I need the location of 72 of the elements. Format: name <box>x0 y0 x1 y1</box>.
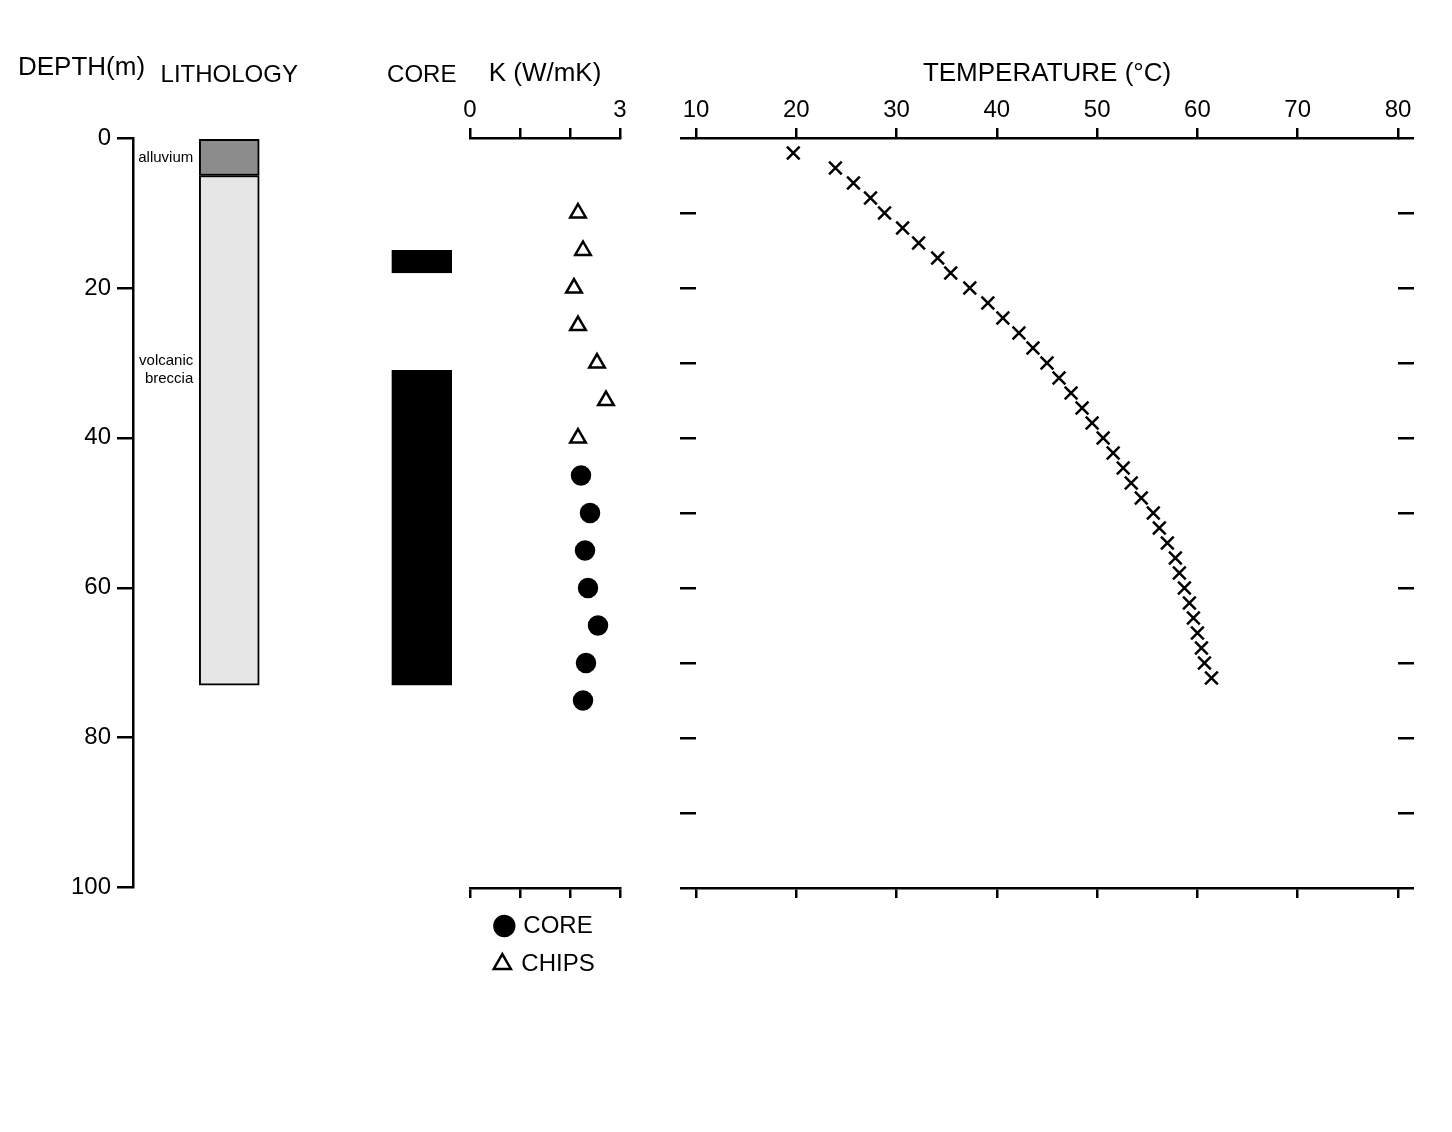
point <box>1167 550 1183 566</box>
point <box>596 390 616 407</box>
x-tick-label: 80 <box>1384 95 1412 123</box>
x-axis-title: K (W/mK) <box>488 56 602 87</box>
point <box>930 250 946 266</box>
point <box>568 202 588 219</box>
point <box>785 145 801 161</box>
point <box>1151 520 1167 536</box>
legend-label: CHIPS <box>521 948 595 976</box>
x-tick-label: 10 <box>682 95 710 123</box>
point <box>1115 460 1131 476</box>
x-tick-label: 20 <box>782 95 810 123</box>
y-tick-label: 100 <box>70 872 111 900</box>
point <box>1171 565 1187 581</box>
point <box>995 310 1011 326</box>
y-tick-label: 40 <box>84 422 111 450</box>
x-tick-label: 40 <box>983 95 1011 123</box>
y-tick-label: 60 <box>84 572 111 600</box>
point <box>1176 580 1193 596</box>
point <box>980 295 996 311</box>
point <box>1189 625 1206 641</box>
point <box>1159 535 1175 551</box>
x-axis-title: TEMPERATURE (°C) <box>922 56 1172 87</box>
point <box>1105 445 1121 461</box>
point <box>1051 370 1067 386</box>
x-tick-label: 70 <box>1284 95 1312 123</box>
point <box>574 540 596 561</box>
point <box>962 280 978 296</box>
point <box>572 690 594 711</box>
point <box>568 315 588 332</box>
point <box>1039 355 1055 371</box>
point <box>827 160 844 176</box>
x-tick-label: 3 <box>613 95 627 123</box>
legend-label: CORE <box>523 910 593 938</box>
point <box>577 577 599 599</box>
y-tick-label: 0 <box>97 122 111 150</box>
point <box>1123 475 1139 491</box>
point <box>1185 610 1202 626</box>
point <box>568 427 588 444</box>
point <box>1074 400 1090 416</box>
x-tick-label: 0 <box>463 95 477 123</box>
point <box>1063 385 1079 401</box>
point <box>587 615 609 636</box>
point <box>564 277 584 294</box>
point <box>911 235 927 251</box>
x-tick-label: 60 <box>1184 95 1211 123</box>
point <box>1203 670 1220 686</box>
series-label: alluvium <box>138 147 194 165</box>
point <box>876 205 893 221</box>
x-tick-label: LITHOLOGY <box>160 60 298 88</box>
point <box>1133 490 1149 506</box>
point <box>894 220 911 236</box>
y-tick-label: 20 <box>84 272 111 300</box>
point <box>587 352 607 369</box>
point <box>575 652 597 674</box>
point <box>1084 415 1100 431</box>
x-tick-label: 50 <box>1083 95 1111 123</box>
point <box>1025 340 1041 356</box>
point <box>573 240 593 257</box>
point <box>845 175 862 191</box>
point <box>570 465 592 486</box>
point <box>1181 595 1198 611</box>
y-axis-title: DEPTH(m) <box>18 51 146 82</box>
point <box>1011 325 1027 341</box>
point <box>862 190 879 206</box>
y-tick-label: 80 <box>84 722 111 750</box>
point <box>1095 430 1111 446</box>
point <box>1145 505 1161 521</box>
x-tick-label: 30 <box>883 95 910 123</box>
series-label: volcanic breccia <box>139 351 194 387</box>
point <box>943 265 959 281</box>
point <box>579 502 601 524</box>
